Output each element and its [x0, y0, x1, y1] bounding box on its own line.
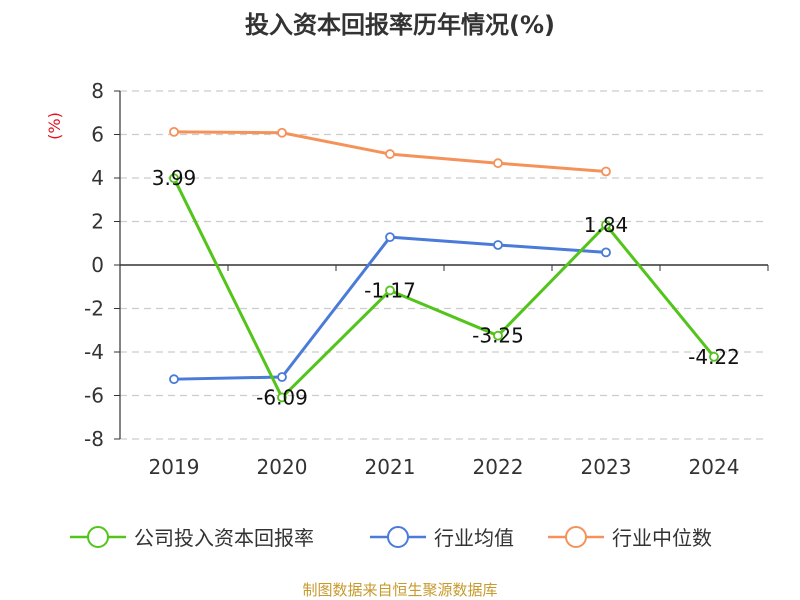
data-label: 3.99: [152, 166, 197, 190]
data-point: [493, 240, 503, 250]
y-tick-label: -2: [84, 297, 104, 321]
x-tick-label: 2023: [581, 455, 632, 479]
data-point: [385, 149, 395, 159]
data-labels: 3.99 -6.09 -1.17 -3.25 1.84 -4.22: [152, 166, 740, 409]
data-point: [493, 330, 503, 341]
data-point: [277, 127, 287, 138]
data-label: -6.09: [256, 385, 308, 409]
data-point: [277, 392, 287, 403]
y-tick-label: 6: [91, 123, 104, 147]
legend-marker: [87, 526, 109, 548]
data-point: [169, 173, 179, 184]
data-point: [601, 220, 611, 230]
data-point: [169, 374, 179, 385]
data-point: [493, 158, 503, 169]
data-label: -1.17: [364, 278, 416, 302]
y-tick-label: -4: [84, 340, 104, 364]
data-point: [277, 372, 287, 382]
legend: 公司投入资本回报率 行业均值 行业中位数: [70, 526, 712, 550]
x-tick-labels: 2019 2020 2021 2022 2023 2024: [149, 455, 740, 479]
y-tick-label: 2: [91, 210, 104, 234]
legend-label: 行业均值: [434, 526, 514, 550]
data-point: [601, 166, 611, 177]
x-tick-label: 2022: [473, 455, 524, 479]
series-lines: [169, 126, 719, 403]
x-tick-label: 2019: [149, 455, 200, 479]
gridlines: [120, 90, 768, 440]
data-label: 1.84: [584, 213, 629, 237]
x-tick-label: 2021: [365, 455, 416, 479]
data-label: -4.22: [688, 345, 740, 369]
data-point: [709, 351, 719, 362]
legend-marker: [565, 526, 587, 548]
y-tick-label: 4: [91, 166, 104, 190]
y-tick-label: -8: [84, 427, 104, 451]
series-line: [172, 177, 716, 399]
x-tick-label: 2020: [257, 455, 308, 479]
data-point: [385, 285, 395, 296]
y-tick-labels: 8 6 4 2 0 -2 -4 -6 -8: [84, 79, 104, 451]
legend-label: 行业中位数: [612, 526, 712, 550]
legend-marker: [387, 526, 409, 548]
data-point: [169, 126, 179, 137]
y-tick-label: -6: [84, 384, 104, 408]
chart-title: 投入资本回报率历年情况(%): [245, 11, 555, 39]
legend-label: 公司投入资本回报率: [134, 526, 314, 550]
y-axis-unit: (%): [45, 112, 64, 140]
data-point: [385, 232, 395, 243]
axes: [114, 90, 769, 440]
source-note: 制图数据来自恒生聚源数据库: [302, 581, 497, 599]
data-label: -3.25: [472, 324, 524, 348]
y-tick-label: 8: [91, 79, 104, 103]
x-tick-label: 2024: [689, 455, 740, 479]
y-tick-label: 0: [91, 253, 104, 277]
data-point: [601, 247, 611, 258]
